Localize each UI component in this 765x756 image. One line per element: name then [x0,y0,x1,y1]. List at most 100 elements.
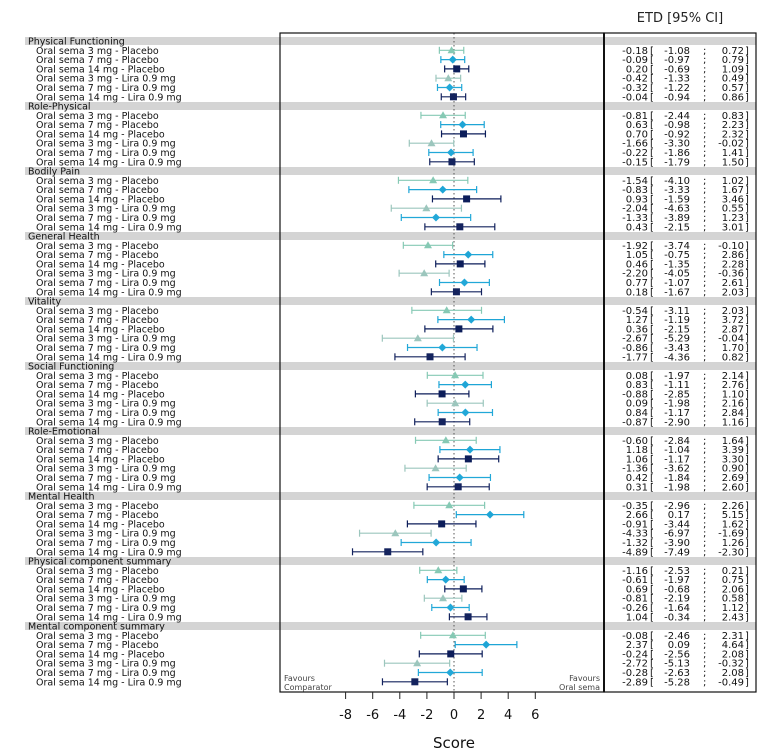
ci-lower-value: -2.90 [664,417,690,428]
ci-separator: ; [703,584,706,595]
etd-value: 0.77 [626,278,648,289]
ci-separator: ; [703,473,706,484]
ci-bracket-close: ] [745,139,749,150]
ci-bracket-close: ] [745,204,749,215]
ci-upper-value: 1.10 [722,389,744,400]
row-label: Oral sema 14 mg - Placebo [36,259,165,270]
ci-upper-value: 2.43 [722,612,744,623]
ci-bracket-close: ] [745,659,749,670]
ci-upper-value: 0.72 [722,46,744,57]
ci-bracket-open: [ [650,269,654,280]
ci-lower-value: 0.09 [668,640,690,651]
etd-value: -0.22 [622,148,648,159]
ci-upper-value: 1.09 [722,64,744,75]
ci-separator: ; [703,250,706,261]
ci-separator: ; [703,501,706,512]
ci-bracket-close: ] [745,501,749,512]
ci-bracket-close: ] [745,129,749,140]
group-band [25,37,756,45]
ci-upper-value: -0.36 [718,269,744,280]
point-estimate [441,575,450,584]
point-estimate [449,93,457,101]
ci-upper-value: 1.02 [722,176,744,187]
point-estimate [444,74,453,82]
point-estimate [442,306,451,314]
etd-value: 0.70 [626,129,648,140]
ci-bracket-open: [ [650,278,654,289]
etd-value: 0.31 [626,482,648,493]
ci-bracket-close: ] [745,538,749,549]
ci-lower-value: -1.17 [664,408,690,419]
ci-lower-value: -1.07 [664,278,690,289]
ci-bracket-open: [ [650,83,654,94]
row-label: Oral sema 14 mg - Lira 0.9 mg [36,157,182,168]
ci-separator: ; [703,278,706,289]
ci-lower-value: -1.98 [664,399,690,410]
ci-upper-value: 2.61 [722,278,744,289]
ci-bracket-open: [ [650,176,654,187]
etd-value: -0.08 [622,631,648,642]
ci-separator: ; [703,464,706,475]
row-label: Oral sema 14 mg - Lira 0.9 mg [36,612,182,623]
ci-bracket-open: [ [650,575,654,586]
ci-bracket-open: [ [650,343,654,354]
ci-separator: ; [703,315,706,326]
row-label: Oral sema 14 mg - Lira 0.9 mg [36,417,182,428]
ci-bracket-open: [ [650,445,654,456]
point-estimate [464,613,472,621]
ci-lower-value: -1.17 [664,454,690,465]
ci-bracket-open: [ [650,566,654,577]
group-band [25,297,756,305]
x-tick-label: 0 [450,708,458,723]
ci-separator: ; [703,640,706,651]
row-label: Oral sema 14 mg - Lira 0.9 mg [36,287,182,298]
point-estimate [465,445,474,454]
ci-separator: ; [703,612,706,623]
ci-separator: ; [703,603,706,614]
ci-lower-value: -3.62 [664,464,690,475]
ci-lower-value: -3.74 [664,241,690,252]
ci-bracket-close: ] [745,306,749,317]
ci-upper-value: 0.82 [722,352,744,363]
ci-bracket-close: ] [745,631,749,642]
ci-bracket-close: ] [745,92,749,103]
ci-lower-value: -0.98 [664,120,690,131]
point-estimate [447,46,456,54]
ci-separator: ; [703,510,706,521]
ci-upper-value: 2.60 [722,482,744,493]
ci-lower-value: -2.15 [664,222,690,233]
ci-separator: ; [703,185,706,196]
ci-upper-value: 1.62 [722,519,744,530]
ci-bracket-open: [ [650,380,654,391]
row-label: Oral sema 7 mg - Placebo [36,445,159,456]
ci-bracket-open: [ [650,464,654,475]
ci-separator: ; [703,547,706,558]
point-estimate [452,288,460,296]
etd-value: -2.20 [622,269,648,280]
ci-lower-value: -0.92 [664,129,690,140]
group-label: Physical component summary [28,557,172,568]
favours-comparator-line1: Favours [284,674,315,683]
row-label: Oral sema 7 mg - Lira 0.9 mg [36,538,176,549]
group-band [25,232,756,240]
row-label: Oral sema 14 mg - Placebo [36,194,165,205]
ci-separator: ; [703,176,706,187]
ci-upper-value: 2.87 [722,324,744,335]
row-label: Oral sema 14 mg - Placebo [36,389,165,400]
ci-separator: ; [703,482,706,493]
ci-lower-value: -0.69 [664,64,690,75]
ci-separator: ; [703,157,706,168]
row-label: Oral sema 7 mg - Lira 0.9 mg [36,603,176,614]
etd-value: 0.83 [626,380,648,391]
ci-lower-value: -1.64 [664,603,690,614]
point-estimate [439,111,448,119]
point-estimate [486,510,495,519]
ci-separator: ; [703,222,706,233]
ci-upper-value: 0.55 [722,204,744,215]
ci-separator: ; [703,259,706,270]
point-estimate [422,204,431,212]
ci-lower-value: -2.84 [664,436,690,447]
ci-separator: ; [703,204,706,215]
ci-lower-value: -2.85 [664,389,690,400]
